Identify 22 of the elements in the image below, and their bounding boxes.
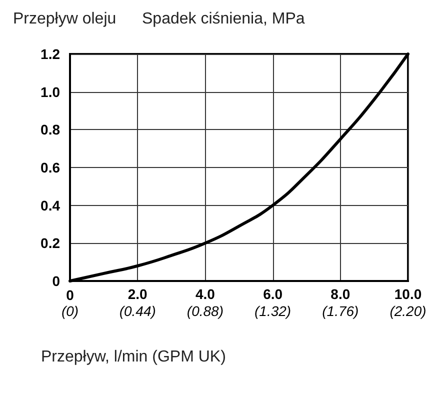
x-tick-label: 6.0: [263, 286, 283, 302]
x2-tick-label: (2.20): [390, 303, 426, 319]
x-tick-label: 4.0: [195, 286, 216, 302]
x-tick-label: 0: [66, 287, 74, 303]
y-tick-label: 0.4: [40, 197, 60, 214]
x2-tick-label: (0.44): [119, 303, 156, 319]
y-tick-label: 1.0: [40, 84, 60, 100]
x-tick-label: 8.0: [330, 286, 350, 302]
y-tick-label: 0.6: [40, 160, 60, 176]
y-tick-label: 0.2: [40, 235, 60, 252]
x-tick-label: 10.0: [394, 286, 422, 302]
chart-title: Przepływ oleju: [13, 10, 116, 28]
y-axis-title: Spadek ciśnienia, MPa: [142, 10, 305, 28]
x-axis-title: Przepływ, l/min (GPM UK): [41, 348, 226, 366]
x2-tick-label: (1.32): [254, 303, 292, 319]
y-tick-label: 0: [52, 273, 60, 289]
x2-tick-label: (1.76): [322, 303, 359, 319]
x2-tick-label: (0): [61, 303, 79, 319]
y-tick-label: 1.2: [40, 46, 60, 62]
y-tick-label: 0.8: [40, 122, 60, 138]
x2-tick-label: (0.88): [186, 303, 224, 319]
x-tick-label: 2.0: [128, 286, 148, 302]
